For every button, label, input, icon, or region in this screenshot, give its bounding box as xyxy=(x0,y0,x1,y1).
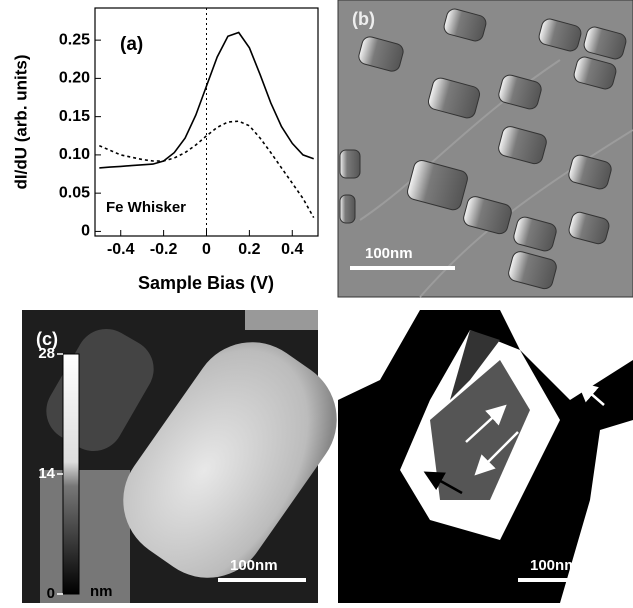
chart-a: dI/dU (arb. units) Sample Bias (V) (a) F… xyxy=(11,8,318,293)
y-tick-label: 0.10 xyxy=(59,146,90,163)
y-axis-label: dI/dU (arb. units) xyxy=(11,54,30,189)
figure: (b) 100nm (c) 01428 nm 100nm (d) 100nm xyxy=(0,0,633,603)
x-tick-label: -0.4 xyxy=(107,241,135,258)
x-axis-label: Sample Bias (V) xyxy=(138,273,274,293)
scale-bar-label: 100nm xyxy=(530,557,578,574)
panel-label: (d) xyxy=(352,329,375,349)
x-tick-label: 0.4 xyxy=(281,241,303,258)
colorbar-tick-label: 28 xyxy=(38,345,55,362)
page: (b) 100nm (c) 01428 nm 100nm (d) 100nm xyxy=(0,0,633,608)
y-tick-label: 0.25 xyxy=(59,31,90,48)
colorbar xyxy=(63,354,79,594)
terrace xyxy=(40,470,130,603)
panel-label: (b) xyxy=(352,9,375,29)
panel-d: (d) 100nm xyxy=(338,310,633,603)
x-tick-label: 0 xyxy=(202,241,211,258)
annotation: (a) xyxy=(120,34,143,55)
scale-bar-label: 100nm xyxy=(230,557,278,574)
y-tick-label: 0.15 xyxy=(59,108,90,125)
x-tick-label: 0.2 xyxy=(238,241,260,258)
panel-b: (b) 100nm xyxy=(338,0,633,297)
colorbar-unit: nm xyxy=(90,583,113,600)
y-tick-label: 0 xyxy=(81,223,90,240)
scale-bar-label: 100nm xyxy=(365,245,413,262)
annotation: Fe Whisker xyxy=(106,199,186,216)
terrace xyxy=(245,310,318,330)
colorbar-tick-label: 0 xyxy=(47,585,55,602)
x-tick-label: -0.2 xyxy=(150,241,178,258)
y-tick-label: 0.05 xyxy=(59,184,90,201)
y-tick-label: 0.20 xyxy=(59,70,90,87)
colorbar-tick-label: 14 xyxy=(38,465,55,482)
